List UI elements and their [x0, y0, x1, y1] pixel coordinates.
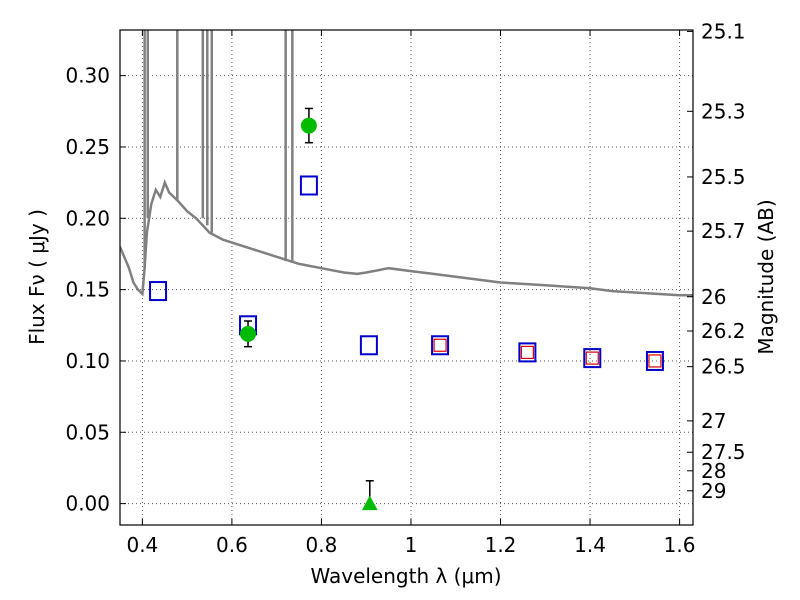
model-photometry-marker — [518, 342, 537, 363]
right-tick-label: 25.5 — [701, 165, 746, 189]
model-photometry-marker — [645, 350, 664, 371]
plot-frame — [119, 29, 694, 526]
detection-point — [240, 325, 257, 342]
right-tick-label: 27 — [701, 409, 726, 433]
right-tick-label: 26.2 — [701, 319, 746, 343]
nondetection-triangle — [361, 495, 378, 511]
model-inner-marker — [433, 338, 447, 352]
template-group — [120, 30, 693, 297]
right-tick-label: 26.5 — [701, 355, 746, 379]
model-inner-marker — [585, 351, 599, 365]
right-tick-label: 26 — [701, 285, 726, 309]
template-spectrum — [120, 30, 693, 297]
y-tick-label: 0.20 — [65, 206, 110, 230]
y-axis-label: Flux Fν ( μJy ) — [25, 209, 49, 345]
right-tick-label: 25.3 — [701, 99, 746, 123]
right-tick-label: 25.7 — [701, 219, 746, 243]
model-photometry-marker — [149, 281, 168, 302]
model-photometry-marker — [299, 175, 318, 196]
y-tick-label: 0.10 — [65, 349, 110, 373]
model-photometry-marker — [359, 335, 378, 356]
y-tick-label: 0.05 — [65, 420, 110, 444]
template-line — [120, 179, 693, 297]
x-tick-label: 1.4 — [574, 533, 606, 557]
y-tick-label: 0.00 — [65, 492, 110, 516]
data-marks — [149, 107, 664, 511]
x-tick-label: 1.2 — [485, 533, 517, 557]
right-axis-label: Magnitude (AB) — [754, 199, 778, 354]
model-inner-marker — [648, 354, 662, 368]
right-tick-label: 29 — [701, 479, 726, 503]
detection-point — [300, 117, 317, 134]
right-tick-label: 25.1 — [701, 19, 746, 43]
x-tick-label: 1 — [405, 533, 418, 557]
axis-ticks: 0.4 0.6 0.8 1 1.2 1.4 1.6 0.00 0.05 0.10 0.15 0.20 0… — [65, 19, 745, 557]
y-tick-label: 0.25 — [65, 135, 110, 159]
x-tick-label: 0.6 — [216, 533, 248, 557]
x-axis-label: Wavelength λ (μm) — [310, 564, 501, 588]
right-tick-label: 27.5 — [701, 440, 746, 464]
y-tick-label: 0.30 — [65, 64, 110, 88]
model-photometry-marker — [431, 335, 450, 356]
y-tick-label: 0.15 — [65, 278, 110, 302]
x-tick-label: 0.8 — [306, 533, 338, 557]
model-photometry-marker — [583, 348, 602, 369]
right-tick-label: 28 — [701, 459, 726, 483]
grid — [120, 30, 693, 525]
x-tick-label: 0.4 — [126, 533, 158, 557]
model-inner-marker — [520, 345, 534, 359]
x-tick-label: 1.6 — [664, 533, 696, 557]
